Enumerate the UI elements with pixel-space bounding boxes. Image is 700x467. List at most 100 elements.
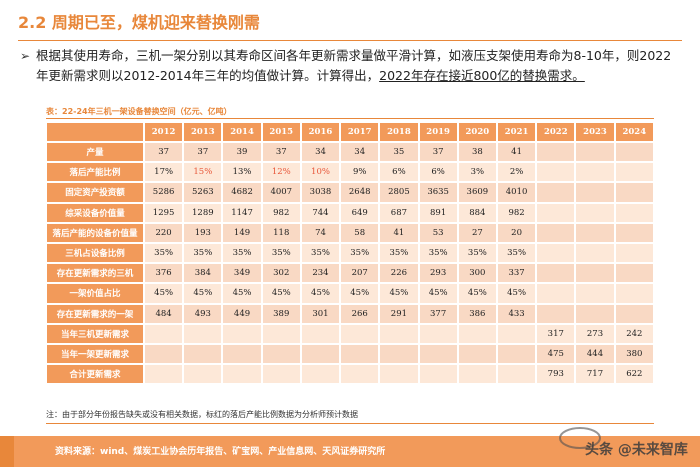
table-cell: 41 bbox=[379, 222, 419, 243]
row-label: 存在更新需求的一架 bbox=[46, 303, 144, 324]
table-cell: 35% bbox=[340, 242, 380, 264]
section-title: 2.2 周期已至，煤机迎来替换刚需 bbox=[18, 13, 260, 32]
table-cell bbox=[496, 323, 537, 344]
table-row: 合计更新需求 793 717 622 bbox=[46, 364, 654, 385]
table-row: 存在更新需求的一架 484 493 449 389 301 266 291 377 386 433 bbox=[46, 303, 654, 324]
table-cell: 193 bbox=[183, 222, 223, 243]
table-cell: 226 bbox=[379, 263, 419, 284]
table-cell: 6% bbox=[418, 162, 458, 183]
table-cell: 41 bbox=[496, 142, 537, 163]
table-cell: 45% bbox=[222, 283, 262, 304]
source-text: 资料来源：wind、煤炭工业协会历年报告、矿宝网、产业信息网、天风证券研究所 bbox=[55, 447, 386, 457]
table-cell bbox=[536, 263, 576, 284]
table-cell: 982 bbox=[496, 202, 537, 223]
caption-divider bbox=[46, 118, 654, 119]
table-cell: 3609 bbox=[457, 182, 497, 203]
table-caption: 表：22-24年三机一架设备替换空间（亿元、亿吨） bbox=[46, 107, 232, 116]
table-row: 一架价值占比 45% 45% 45% 45% 45% 45% 45% 45% 45% 45% bbox=[46, 283, 654, 304]
paragraph-text: 根据其使用寿命，三机一架分别以其寿命区间各年更新需求量做平滑计算，如液压支架使用… bbox=[36, 48, 672, 83]
table-cell: 717 bbox=[575, 364, 615, 385]
table-cell: 45% bbox=[144, 283, 184, 304]
table-cell bbox=[614, 303, 654, 324]
row-label: 三机占设备比例 bbox=[46, 242, 144, 264]
year-header-2012: 2012 bbox=[144, 122, 184, 142]
table-cell: 2% bbox=[496, 162, 537, 183]
row-label: 综采设备价值量 bbox=[46, 202, 144, 223]
row-label: 合计更新需求 bbox=[46, 364, 144, 385]
table-cell: 118 bbox=[261, 222, 301, 243]
table-cell: 20 bbox=[496, 222, 537, 243]
table-cell: 207 bbox=[340, 263, 380, 284]
table-cell: 273 bbox=[575, 323, 615, 344]
table-cell: 34 bbox=[300, 142, 341, 163]
table-cell bbox=[261, 364, 301, 385]
table-cell bbox=[418, 323, 458, 344]
table-cell: 3038 bbox=[300, 182, 341, 203]
year-header-2014: 2014 bbox=[222, 122, 262, 142]
year-header-2020: 2020 bbox=[457, 122, 497, 142]
table-cell: 45% bbox=[300, 283, 341, 304]
table-cell bbox=[575, 162, 615, 183]
table-cell bbox=[340, 364, 380, 385]
table-cell: 5263 bbox=[183, 182, 223, 203]
table-cell: 744 bbox=[300, 202, 341, 223]
year-header-2024: 2024 bbox=[614, 122, 654, 142]
table-cell bbox=[457, 364, 497, 385]
table-header-row: 2012 2013 2014 2015 2016 2017 2018 2019 2020 2021… bbox=[46, 122, 654, 142]
table-cell: 891 bbox=[418, 202, 458, 223]
table-cell: 302 bbox=[261, 263, 301, 284]
table-cell bbox=[536, 283, 576, 304]
table-cell: 1295 bbox=[144, 202, 184, 223]
row-label: 当年三机更新需求 bbox=[46, 323, 144, 344]
table-cell: 220 bbox=[144, 222, 184, 243]
table-cell: 2648 bbox=[340, 182, 380, 203]
watermark-logo-icon bbox=[559, 427, 601, 449]
table-cell: 449 bbox=[222, 303, 262, 324]
table-cell: 475 bbox=[536, 343, 576, 365]
year-header-2015: 2015 bbox=[261, 122, 301, 142]
table-cell: 687 bbox=[379, 202, 419, 223]
table-cell bbox=[300, 364, 341, 385]
paragraph-highlight: 2022年存在接近800亿的替换需求。 bbox=[379, 68, 585, 83]
table-note: 注：由于部分年份报告缺失或没有相关数据，标红的落后产能比例数据为分析师预计数据 bbox=[46, 410, 358, 419]
table-cell bbox=[300, 343, 341, 365]
table-row: 当年一架更新需求 475 444 380 bbox=[46, 343, 654, 365]
table-cell bbox=[379, 323, 419, 344]
body-paragraph: 根据其使用寿命，三机一架分别以其寿命区间各年更新需求量做平滑计算，如液压支架使用… bbox=[36, 46, 676, 86]
table-cell: 4682 bbox=[222, 182, 262, 203]
year-header-2019: 2019 bbox=[418, 122, 458, 142]
table-cell: 300 bbox=[457, 263, 497, 284]
table-cell bbox=[496, 343, 537, 365]
header-corner-cell bbox=[46, 122, 144, 142]
table-cell: 337 bbox=[496, 263, 537, 284]
table-cell: 37 bbox=[261, 142, 301, 163]
year-header-2021: 2021 bbox=[496, 122, 537, 142]
replacement-demand-table: 2012 2013 2014 2015 2016 2017 2018 2019 2020 2021… bbox=[46, 122, 654, 385]
table-cell: 35% bbox=[457, 242, 497, 264]
table-cell: 35% bbox=[261, 242, 301, 264]
table-cell: 35 bbox=[379, 142, 419, 163]
table-cell bbox=[300, 323, 341, 344]
table-cell: 384 bbox=[183, 263, 223, 284]
table-cell: 386 bbox=[457, 303, 497, 324]
table-cell bbox=[614, 202, 654, 223]
footer-accent bbox=[0, 436, 14, 467]
table-cell: 35% bbox=[183, 242, 223, 264]
table-cell bbox=[536, 142, 576, 163]
table-cell: 17% bbox=[144, 162, 184, 183]
table-cell bbox=[614, 283, 654, 304]
table-cell: 484 bbox=[144, 303, 184, 324]
table-row: 三机占设备比例 35% 35% 35% 35% 35% 35% 35% 35% 35% 35% bbox=[46, 242, 654, 264]
table-cell: 45% bbox=[418, 283, 458, 304]
table-cell: 45% bbox=[183, 283, 223, 304]
table-cell: 376 bbox=[144, 263, 184, 284]
table-cell: 37 bbox=[418, 142, 458, 163]
table-cell bbox=[614, 182, 654, 203]
table-cell: 793 bbox=[536, 364, 576, 385]
table-cell: 493 bbox=[183, 303, 223, 324]
table-cell: 266 bbox=[340, 303, 380, 324]
table-cell: 3635 bbox=[418, 182, 458, 203]
table-cell bbox=[614, 142, 654, 163]
table-cell bbox=[536, 303, 576, 324]
table-cell: 377 bbox=[418, 303, 458, 324]
